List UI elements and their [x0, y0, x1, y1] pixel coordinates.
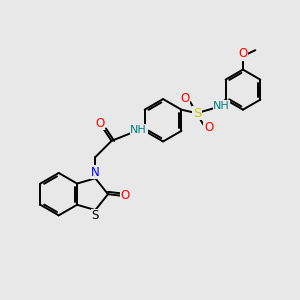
Text: O: O [180, 92, 190, 105]
Text: O: O [204, 122, 213, 134]
Text: S: S [92, 209, 99, 223]
Text: O: O [121, 188, 130, 202]
Text: N: N [91, 166, 100, 179]
Text: NH: NH [130, 125, 147, 135]
Text: O: O [95, 117, 104, 130]
Text: O: O [238, 47, 248, 60]
Text: NH: NH [213, 100, 230, 110]
Text: S: S [193, 107, 202, 120]
